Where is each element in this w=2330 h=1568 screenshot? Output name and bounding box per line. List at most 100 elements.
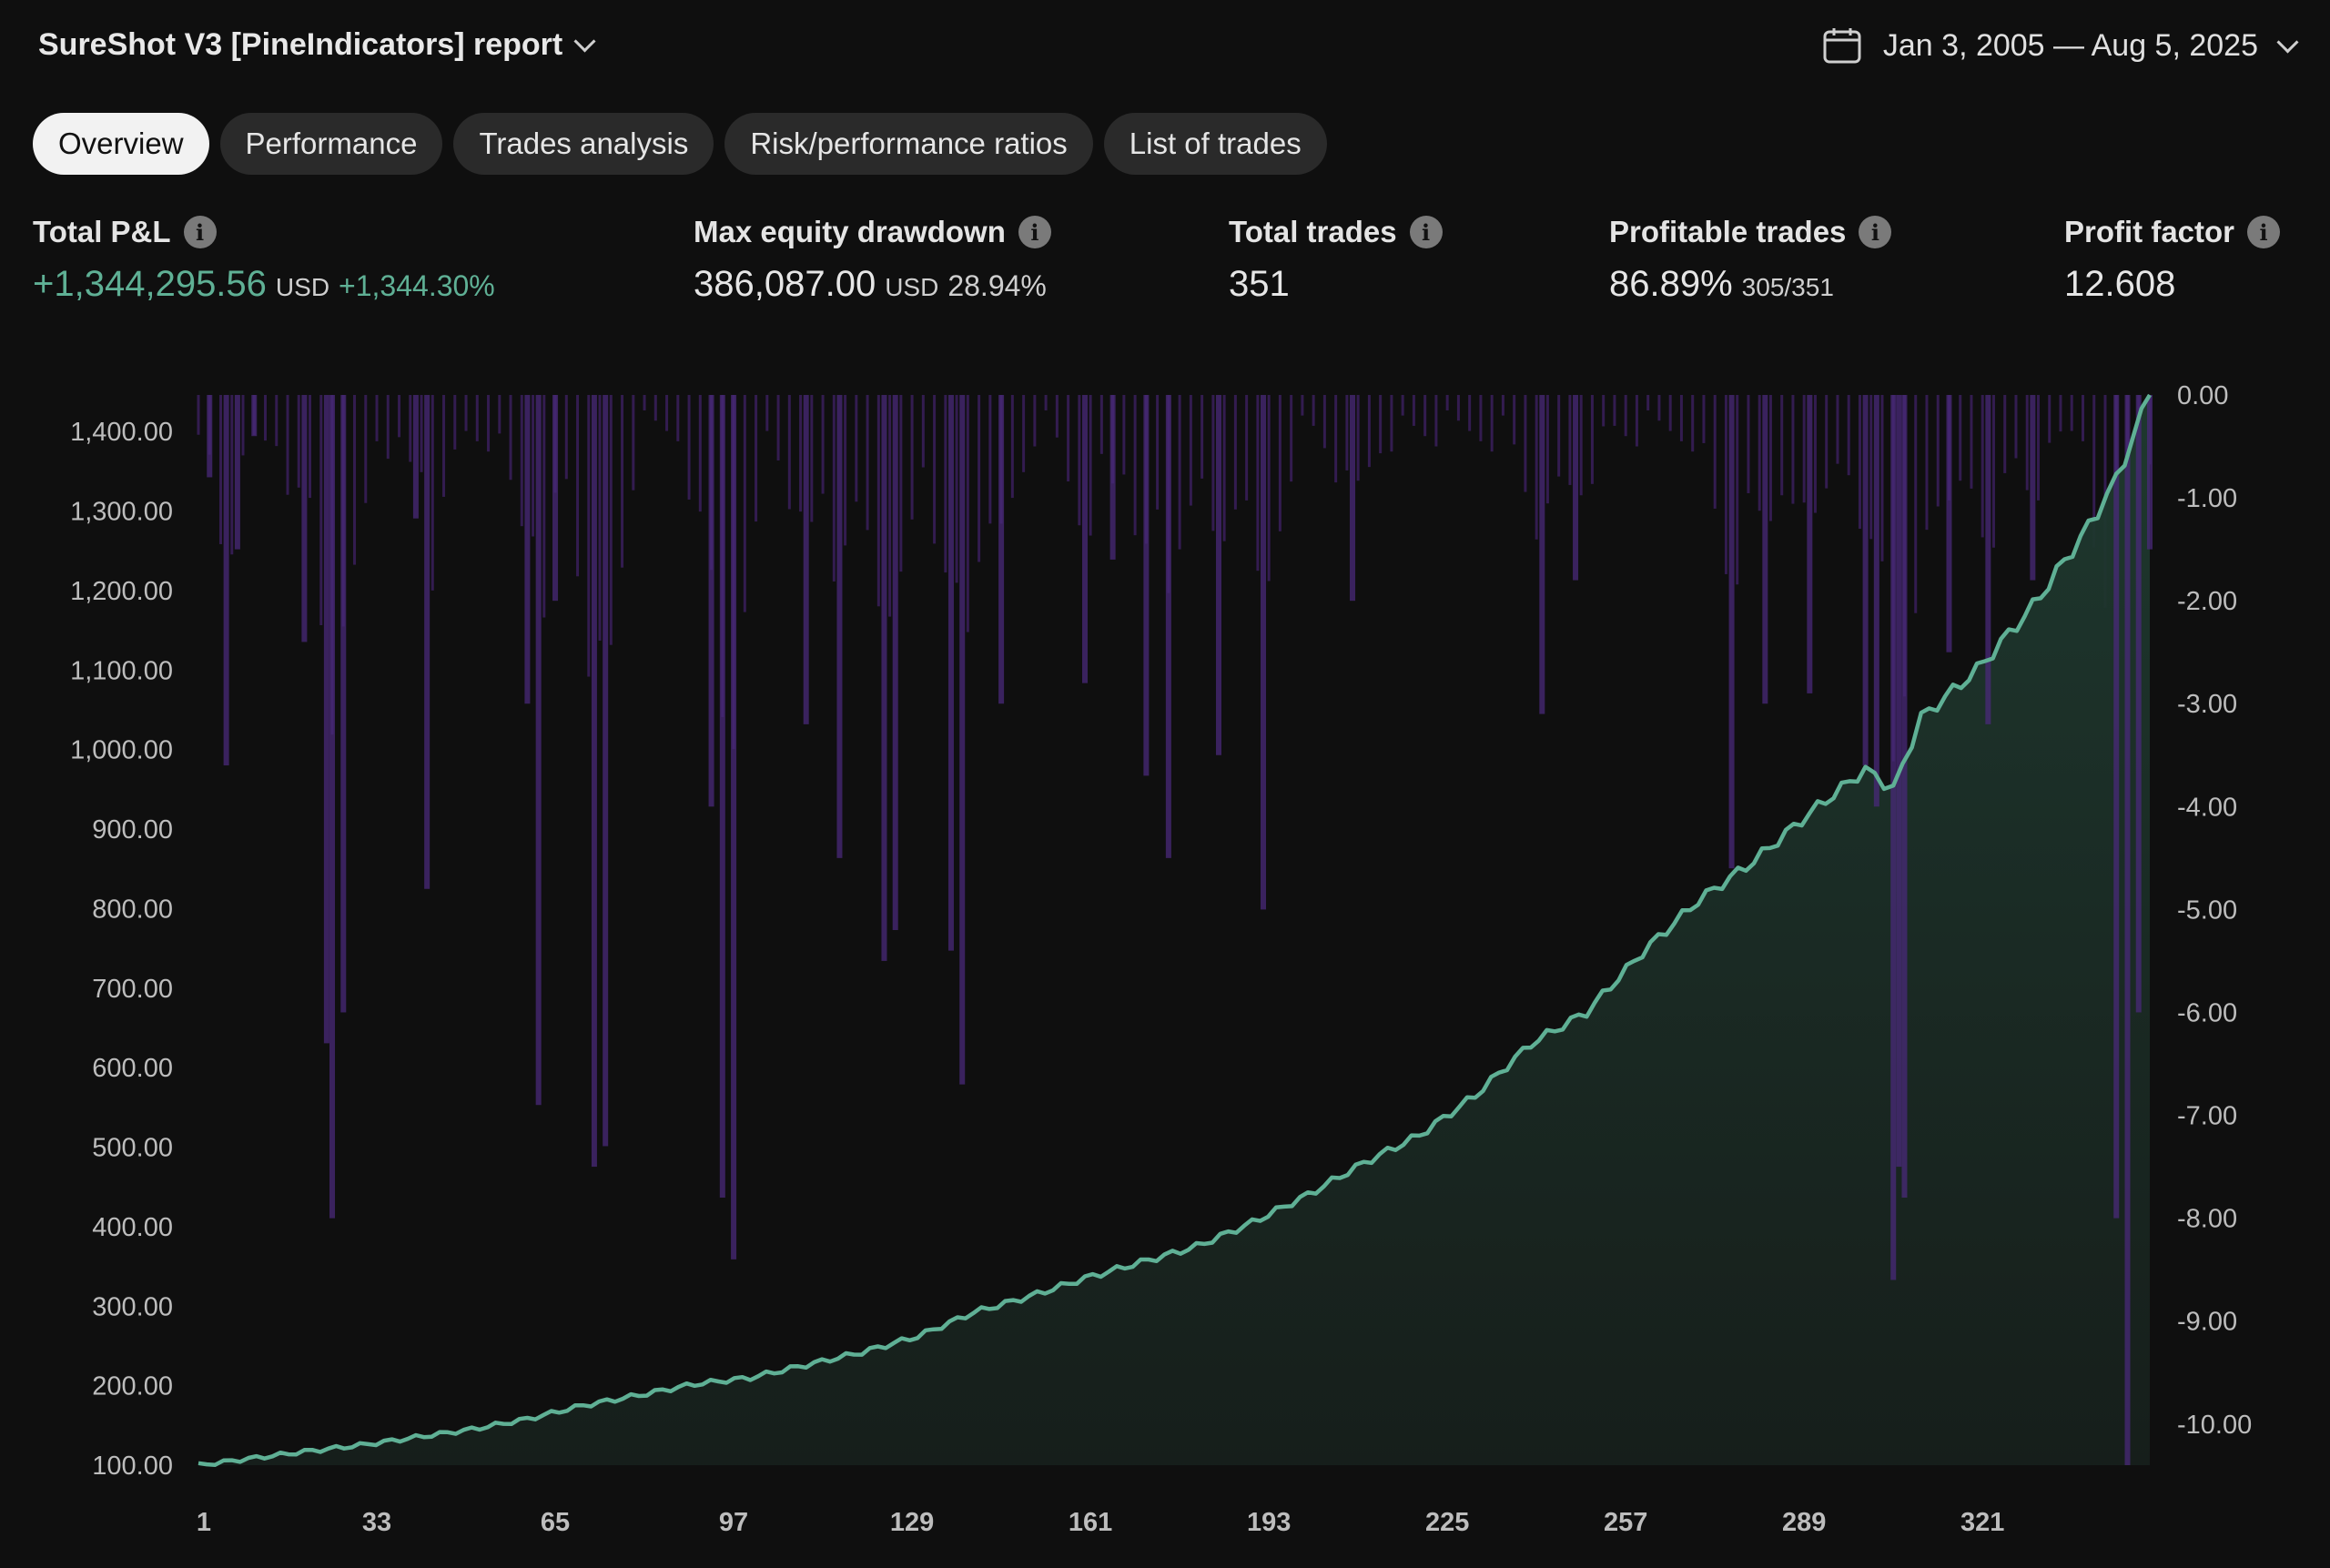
drawdown-comb-bar [1825, 395, 1829, 489]
drawdown-comb-bar [1702, 395, 1706, 443]
drawdown-bar[interactable] [591, 395, 597, 1168]
drawdown-comb-bar [821, 395, 825, 494]
drawdown-bar[interactable] [524, 395, 531, 704]
drawdown-comb-bar [844, 395, 847, 546]
y-right-tick-label: -7.00 [2177, 1102, 2237, 1131]
drawdown-bar[interactable] [603, 395, 609, 1147]
tab-risk-performance-ratios[interactable]: Risk/performance ratios [724, 113, 1093, 175]
drawdown-bar[interactable] [1216, 395, 1222, 755]
drawdown-bar[interactable] [881, 395, 887, 961]
drawdown-bar[interactable] [412, 395, 419, 519]
drawdown-bar[interactable] [1350, 395, 1356, 602]
drawdown-bar[interactable] [2113, 395, 2120, 1219]
drawdown-comb-bar [1078, 395, 1081, 526]
info-icon[interactable]: i [2247, 216, 2281, 248]
drawdown-bar[interactable] [719, 395, 725, 1198]
drawdown-bar[interactable] [1573, 395, 1579, 581]
report-title-dropdown[interactable]: SureShot V3 [PineIndicators] report [38, 27, 596, 63]
drawdown-bar[interactable] [1539, 395, 1545, 714]
drawdown-bar[interactable] [323, 395, 329, 1044]
drawdown-bar[interactable] [959, 395, 966, 1085]
drawdown-comb-bar [475, 395, 479, 441]
drawdown-bar[interactable] [552, 395, 559, 602]
equity-line[interactable] [198, 393, 2152, 1467]
drawdown-comb-bar [1668, 395, 1672, 431]
info-icon[interactable]: i [183, 216, 217, 248]
equity-drawdown-chart[interactable]: 1,400.00 1,300.00 1,200.00 1,100.00 1,000.00… [0, 364, 2330, 1568]
tab-overview[interactable]: Overview [33, 113, 209, 175]
info-icon[interactable]: i [1018, 216, 1051, 248]
drawdown-comb-bar [1322, 395, 1326, 449]
drawdown-comb-bar [1301, 395, 1304, 416]
y-left-tick-label: 800.00 [92, 895, 173, 924]
drawdown-comb-bar [653, 395, 657, 421]
tab-performance[interactable]: Performance [219, 113, 443, 175]
drawdown-comb-bar [1022, 395, 1026, 472]
info-icon[interactable]: i [1409, 216, 1443, 248]
drawdown-comb-bar [498, 395, 501, 434]
drawdown-comb-bar [1613, 395, 1616, 426]
drawdown-bar[interactable] [836, 395, 843, 858]
y-left-tick-label: 500.00 [92, 1134, 173, 1163]
x-tick-label: 225 [1425, 1508, 1469, 1537]
y-right-tick-label: -10.00 [2177, 1411, 2252, 1440]
drawdown-bar[interactable] [1109, 395, 1116, 560]
drawdown-bar[interactable] [424, 395, 431, 889]
drawdown-comb-bar [988, 395, 992, 524]
drawdown-bar[interactable] [803, 395, 809, 724]
drawdown-bar[interactable] [1261, 395, 1267, 910]
drawdown-bar[interactable] [1728, 395, 1735, 869]
drawdown-bar[interactable] [1985, 395, 1991, 724]
drawdown-comb-bar [1044, 395, 1048, 410]
drawdown-bar[interactable] [731, 395, 737, 1259]
drawdown-comb-bar [2025, 395, 2029, 491]
x-tick-label: 97 [719, 1508, 748, 1537]
drawdown-bar[interactable] [535, 395, 542, 1106]
drawdown-bar[interactable] [1081, 395, 1088, 683]
drawdown-bar[interactable] [207, 395, 213, 478]
drawdown-bar[interactable] [947, 395, 954, 951]
drawdown-bar[interactable] [1762, 395, 1768, 704]
drawdown-bar[interactable] [2124, 395, 2131, 1465]
drawdown-bar[interactable] [329, 395, 336, 1219]
chevron-down-icon [573, 30, 596, 53]
drawdown-bar[interactable] [2135, 395, 2142, 1013]
drawdown-bar[interactable] [251, 395, 258, 437]
drawdown-comb-bar [1334, 395, 1338, 483]
drawdown-bar[interactable] [708, 395, 714, 807]
drawdown-comb-bar [1490, 395, 1494, 452]
tab-list-of-trades[interactable]: List of trades [1103, 113, 1327, 175]
date-range-picker[interactable]: Jan 3, 2005 — Aug 5, 2025 [1823, 27, 2299, 64]
drawdown-bar[interactable] [1896, 395, 1902, 1168]
drawdown-comb-bar [921, 395, 925, 468]
drawdown-comb-bar [1133, 395, 1137, 536]
drawdown-bar[interactable] [1862, 395, 1869, 766]
drawdown-comb-bar [1579, 395, 1583, 496]
drawdown-bar[interactable] [892, 395, 898, 930]
drawdown-bar[interactable] [2147, 395, 2153, 550]
drawdown-bar[interactable] [998, 395, 1005, 704]
drawdown-comb-bar [364, 395, 368, 503]
drawdown-comb-bar [1089, 395, 1092, 536]
drawdown-comb-bar [609, 395, 613, 645]
drawdown-bar[interactable] [1143, 395, 1150, 776]
drawdown-bar[interactable] [223, 395, 229, 766]
drawdown-bar[interactable] [2030, 395, 2036, 581]
drawdown-bar[interactable] [1946, 395, 1952, 652]
drawdown-comb-bar [1991, 395, 1995, 548]
drawdown-comb-bar [398, 395, 401, 438]
drawdown-bar[interactable] [301, 395, 308, 642]
tab-trades-analysis[interactable]: Trades analysis [453, 113, 714, 175]
drawdown-bar[interactable] [1890, 395, 1897, 1280]
drawdown-comb-bar [1412, 395, 1415, 426]
drawdown-bar[interactable] [1873, 395, 1879, 807]
drawdown-comb-bar [1178, 395, 1181, 550]
drawdown-bar[interactable] [1807, 395, 1813, 693]
drawdown-bar[interactable] [1901, 395, 1908, 1198]
info-icon[interactable]: i [1859, 216, 1892, 248]
drawdown-bar[interactable] [1165, 395, 1171, 858]
drawdown-comb-bar [219, 395, 223, 544]
drawdown-bar[interactable] [234, 395, 240, 550]
drawdown-comb-bar [1356, 395, 1360, 481]
drawdown-bar[interactable] [340, 395, 347, 1013]
